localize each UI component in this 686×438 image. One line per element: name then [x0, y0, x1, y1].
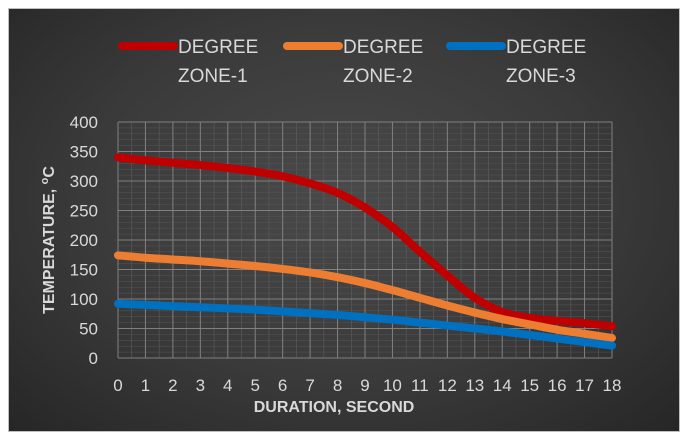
- series-line-zone-1: [114, 153, 616, 331]
- series-line-zone-2: [114, 251, 616, 342]
- y-tick-labels: 0 50 100 150 200 250 300 350 400: [70, 113, 98, 368]
- legend-label-line2: ZONE-1: [178, 66, 248, 87]
- y-axis-title-unit: C: [41, 166, 58, 178]
- x-tick-label: 4: [223, 376, 232, 395]
- y-tick-label: 150: [70, 261, 98, 280]
- x-axis-title: DURATION, SECOND: [254, 399, 415, 416]
- x-tick-label: 15: [520, 376, 539, 395]
- y-tick-label: 300: [70, 172, 98, 191]
- x-tick-label: 16: [548, 376, 567, 395]
- legend: DEGREE ZONE-1 DEGREE ZONE-2 DEGREE ZONE-3: [118, 37, 586, 87]
- x-tick-label: 2: [168, 376, 177, 395]
- y-axis-title-main: TEMPERATURE,: [41, 184, 58, 313]
- y-tick-label: 250: [70, 202, 98, 221]
- y-tick-label: 50: [79, 320, 98, 339]
- x-tick-label: 3: [196, 376, 205, 395]
- x-tick-label: 9: [360, 376, 369, 395]
- y-tick-label: 350: [70, 143, 98, 162]
- legend-label-line1: DEGREE: [506, 37, 586, 58]
- y-tick-label: 200: [70, 231, 98, 250]
- y-axis-title-sup: o: [39, 177, 51, 184]
- series-line-zone-3: [114, 299, 616, 350]
- y-tick-label: 0: [89, 349, 98, 368]
- legend-label-line1: DEGREE: [178, 37, 258, 58]
- x-tick-label: 1: [141, 376, 150, 395]
- legend-label-line2: ZONE-3: [506, 66, 576, 87]
- chart-area: [8, 8, 680, 432]
- x-tick-label: 11: [411, 376, 429, 395]
- x-tick-labels: 0 1 2 3 4 5 6 7 8 9 10 11 12 13 14 15 16 17 18: [113, 376, 621, 395]
- y-axis-title: TEMPERATURE, oC: [39, 166, 58, 314]
- x-tick-label: 7: [305, 376, 314, 395]
- legend-label-line1: DEGREE: [343, 37, 423, 58]
- x-tick-label: 10: [383, 376, 402, 395]
- x-tick-label: 13: [465, 376, 484, 395]
- x-tick-label: 14: [493, 376, 512, 395]
- x-tick-label: 12: [438, 376, 457, 395]
- x-tick-label: 17: [575, 376, 594, 395]
- x-tick-label: 0: [113, 376, 122, 395]
- x-tick-label: 8: [333, 376, 342, 395]
- x-tick-label: 18: [603, 376, 622, 395]
- x-tick-label: 5: [250, 376, 259, 395]
- series-lines: [114, 153, 616, 350]
- x-tick-label: 6: [278, 376, 287, 395]
- legend-label-line2: ZONE-2: [343, 66, 413, 87]
- y-tick-label: 400: [70, 113, 98, 132]
- y-tick-label: 100: [70, 290, 98, 309]
